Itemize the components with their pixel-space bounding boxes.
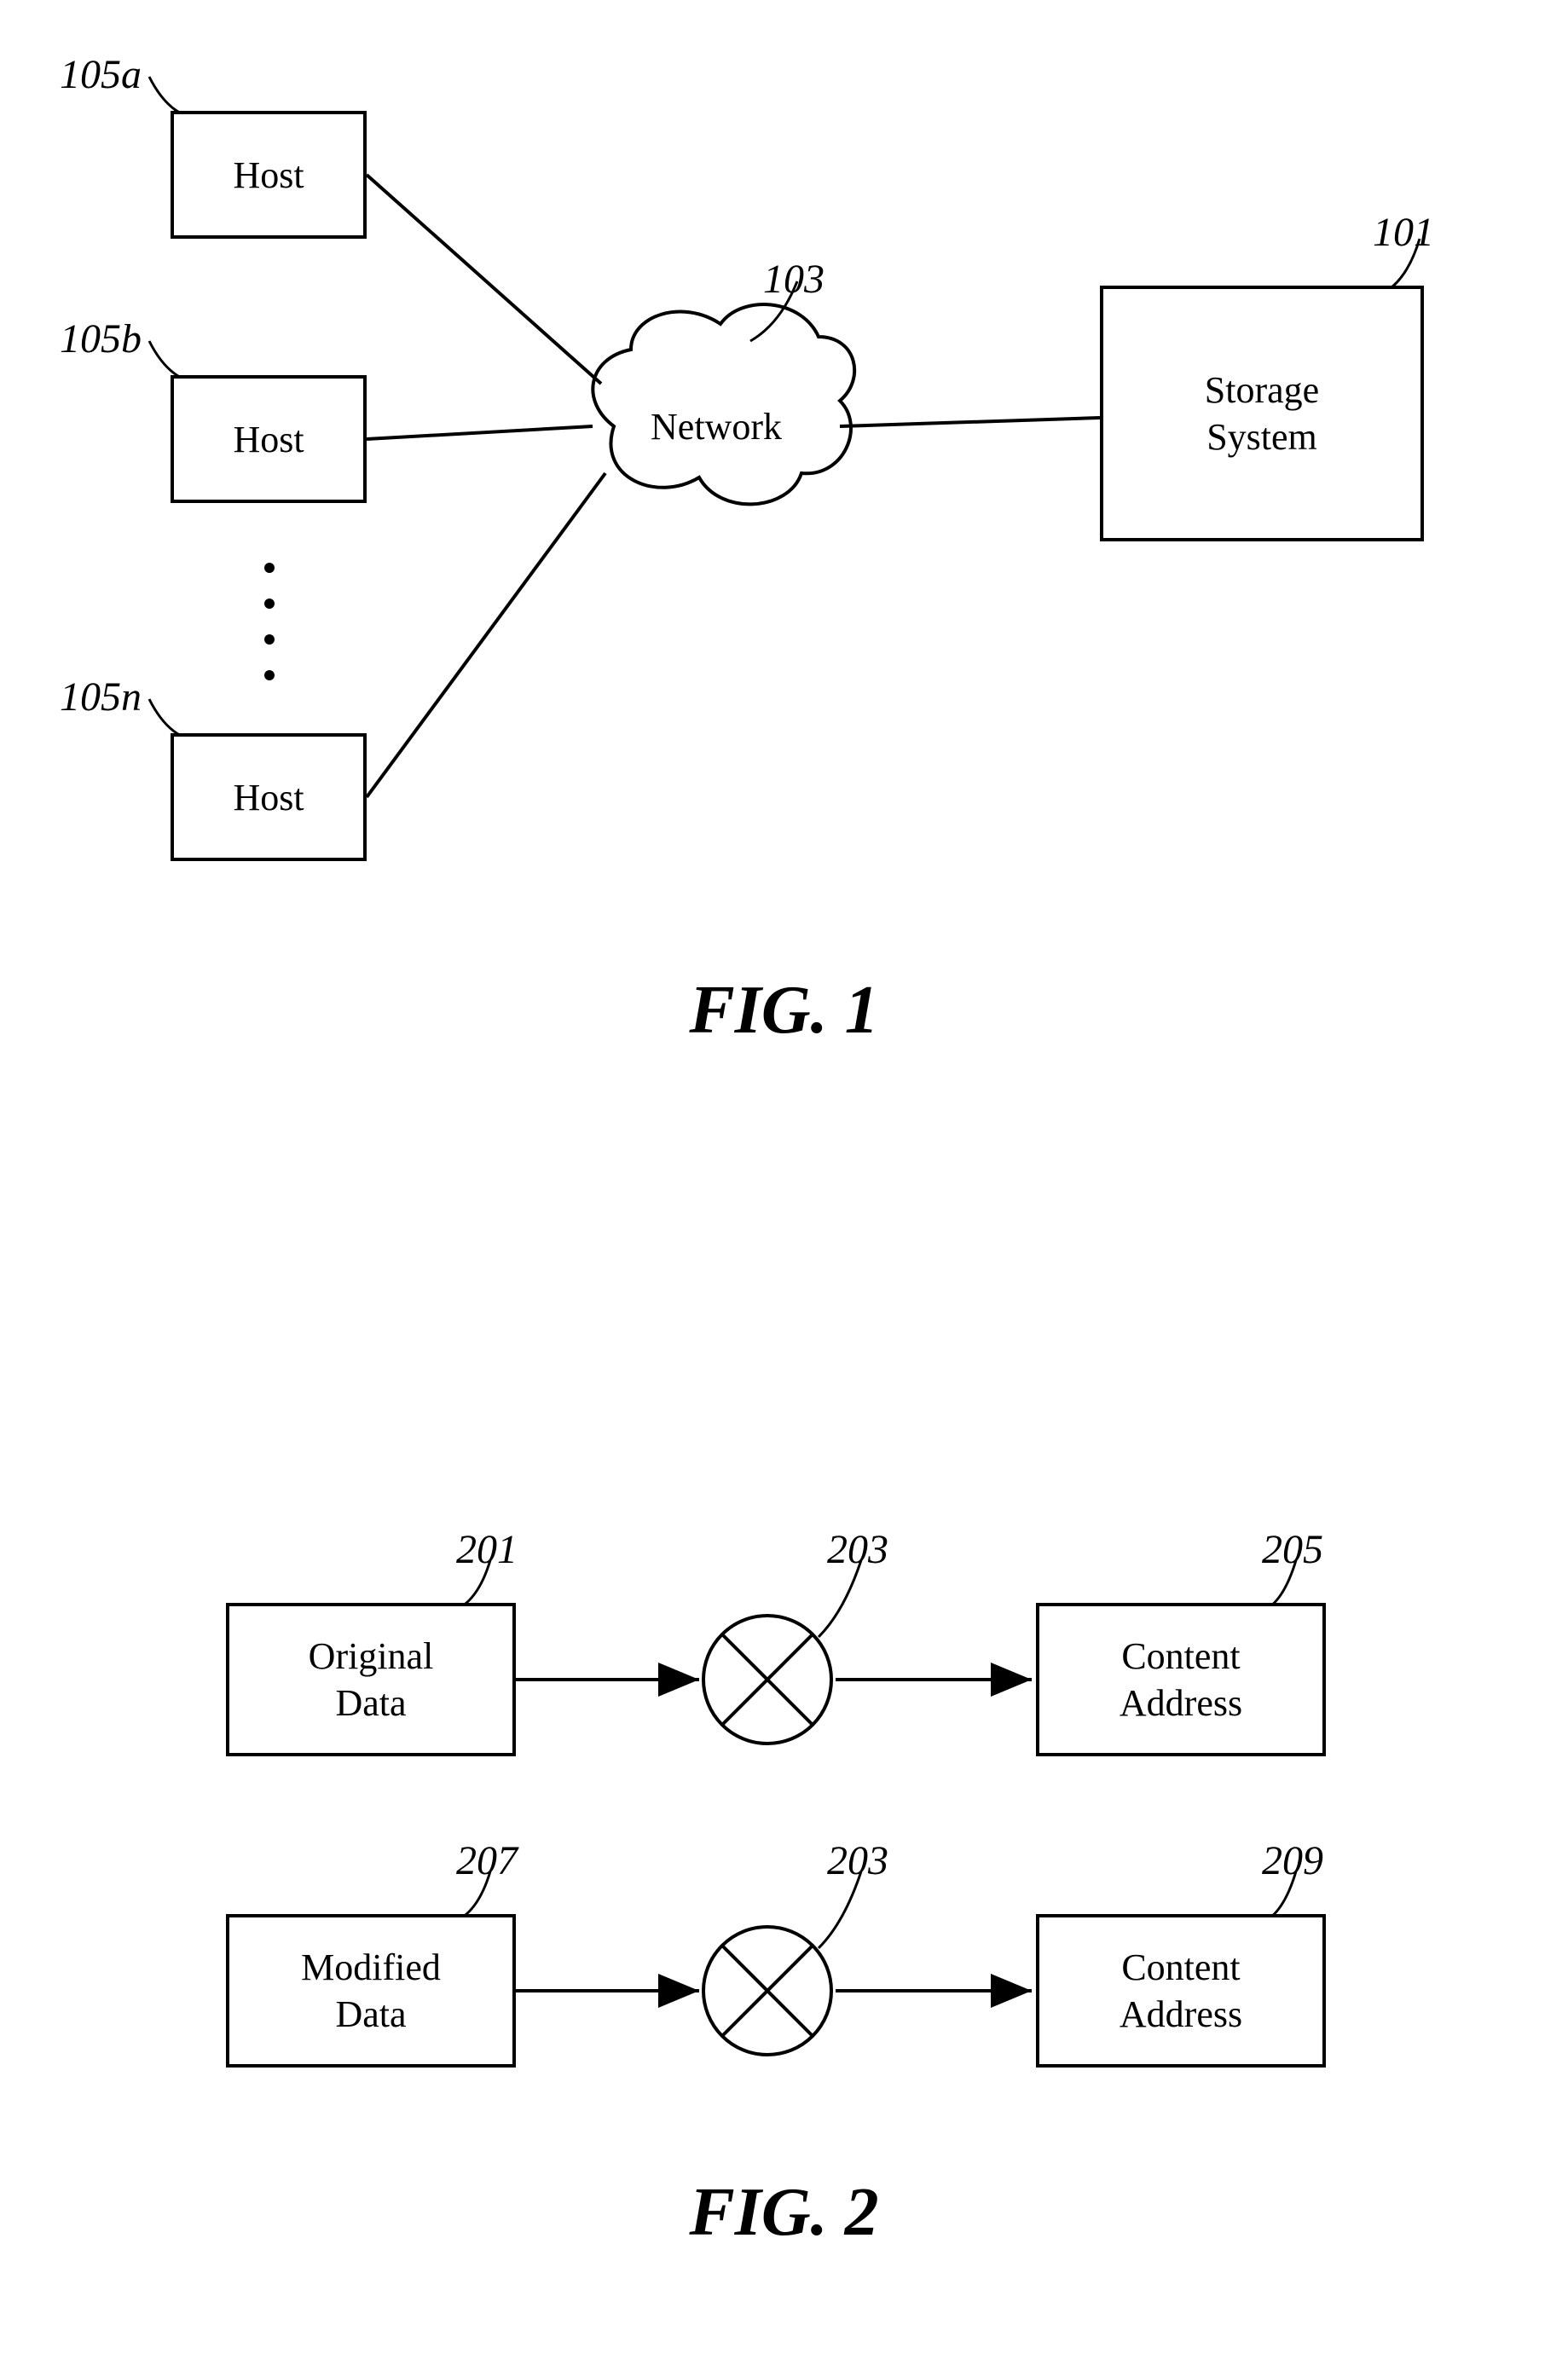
ref-203b: 203 bbox=[827, 1837, 888, 1884]
ref-205: 205 bbox=[1262, 1526, 1323, 1573]
modified-data-label: Modified Data bbox=[301, 1944, 441, 2038]
original-data-box: Original Data bbox=[226, 1603, 516, 1756]
original-data-label: Original Data bbox=[309, 1633, 434, 1726]
content-addr-2-label: Content Address bbox=[1120, 1944, 1242, 2038]
fig2-label: FIG. 2 bbox=[0, 2174, 1568, 2252]
modified-data-box: Modified Data bbox=[226, 1914, 516, 2068]
ref-203a: 203 bbox=[827, 1526, 888, 1573]
ref-209: 209 bbox=[1262, 1837, 1323, 1884]
ref-201: 201 bbox=[456, 1526, 518, 1573]
content-addr-2-box: Content Address bbox=[1036, 1914, 1326, 2068]
content-addr-1-label: Content Address bbox=[1120, 1633, 1242, 1726]
ref-207: 207 bbox=[456, 1837, 518, 1884]
content-addr-1-box: Content Address bbox=[1036, 1603, 1326, 1756]
